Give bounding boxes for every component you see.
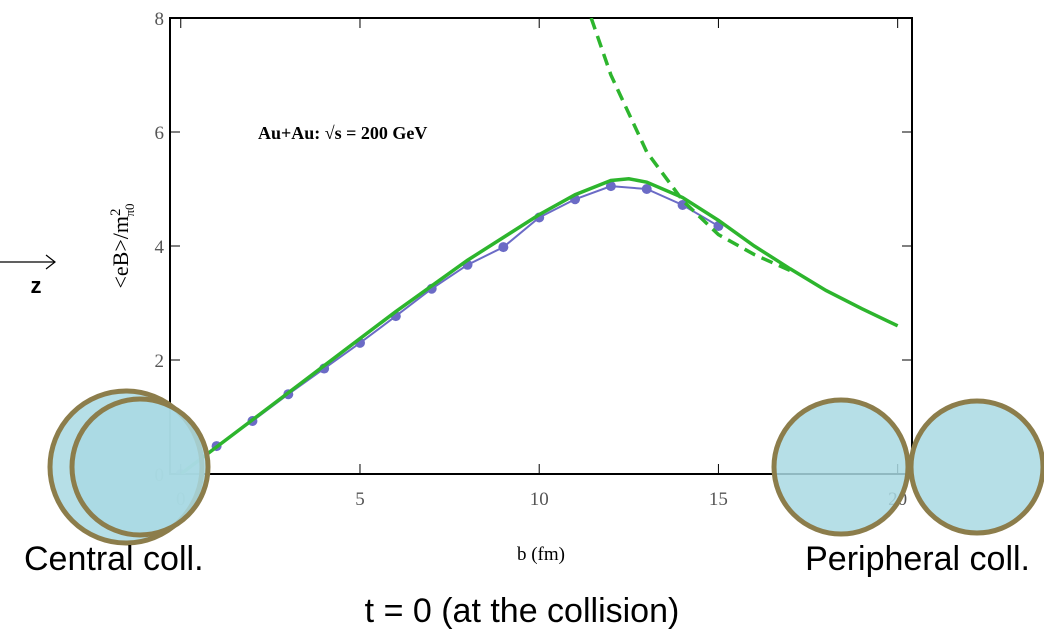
x-tick-label: 5 <box>355 489 365 510</box>
y-tick-label: 2 <box>155 351 165 372</box>
nucleus <box>69 396 211 538</box>
axis-name: z <box>31 273 42 298</box>
nucleus <box>908 398 1044 536</box>
data-point <box>641 184 652 194</box>
z-arrow <box>0 254 56 270</box>
series-line <box>179 176 899 474</box>
y-axis-label: <eB>/m2π0 <box>108 203 137 288</box>
y-label-sup: 2 <box>108 209 124 217</box>
series-line <box>589 18 791 273</box>
data-point <box>677 199 688 210</box>
y-label-sub: π0 <box>122 203 137 216</box>
data-point <box>498 242 509 253</box>
y-tick-label: 4 <box>155 237 165 258</box>
x-axis-label: b (fm) <box>517 544 565 565</box>
annotation: Au+Au: √s = 200 GeV <box>258 123 427 143</box>
plot-area <box>175 18 899 474</box>
y-label-main: <eB>/m <box>108 216 133 288</box>
nucleus <box>771 397 911 537</box>
data-point <box>605 181 616 192</box>
y-tick-label: 6 <box>155 123 165 144</box>
left-label: Central coll. <box>24 540 204 578</box>
y-tick-label: 8 <box>155 9 165 30</box>
x-tick-label: 10 <box>530 489 549 510</box>
x-tick-label: 15 <box>709 489 728 510</box>
right-label: Peripheral coll. <box>805 540 1030 578</box>
plot-frame <box>169 17 913 475</box>
series-line <box>180 185 719 474</box>
caption: t = 0 (at the collision) <box>365 592 680 630</box>
nuclei <box>47 388 1044 546</box>
